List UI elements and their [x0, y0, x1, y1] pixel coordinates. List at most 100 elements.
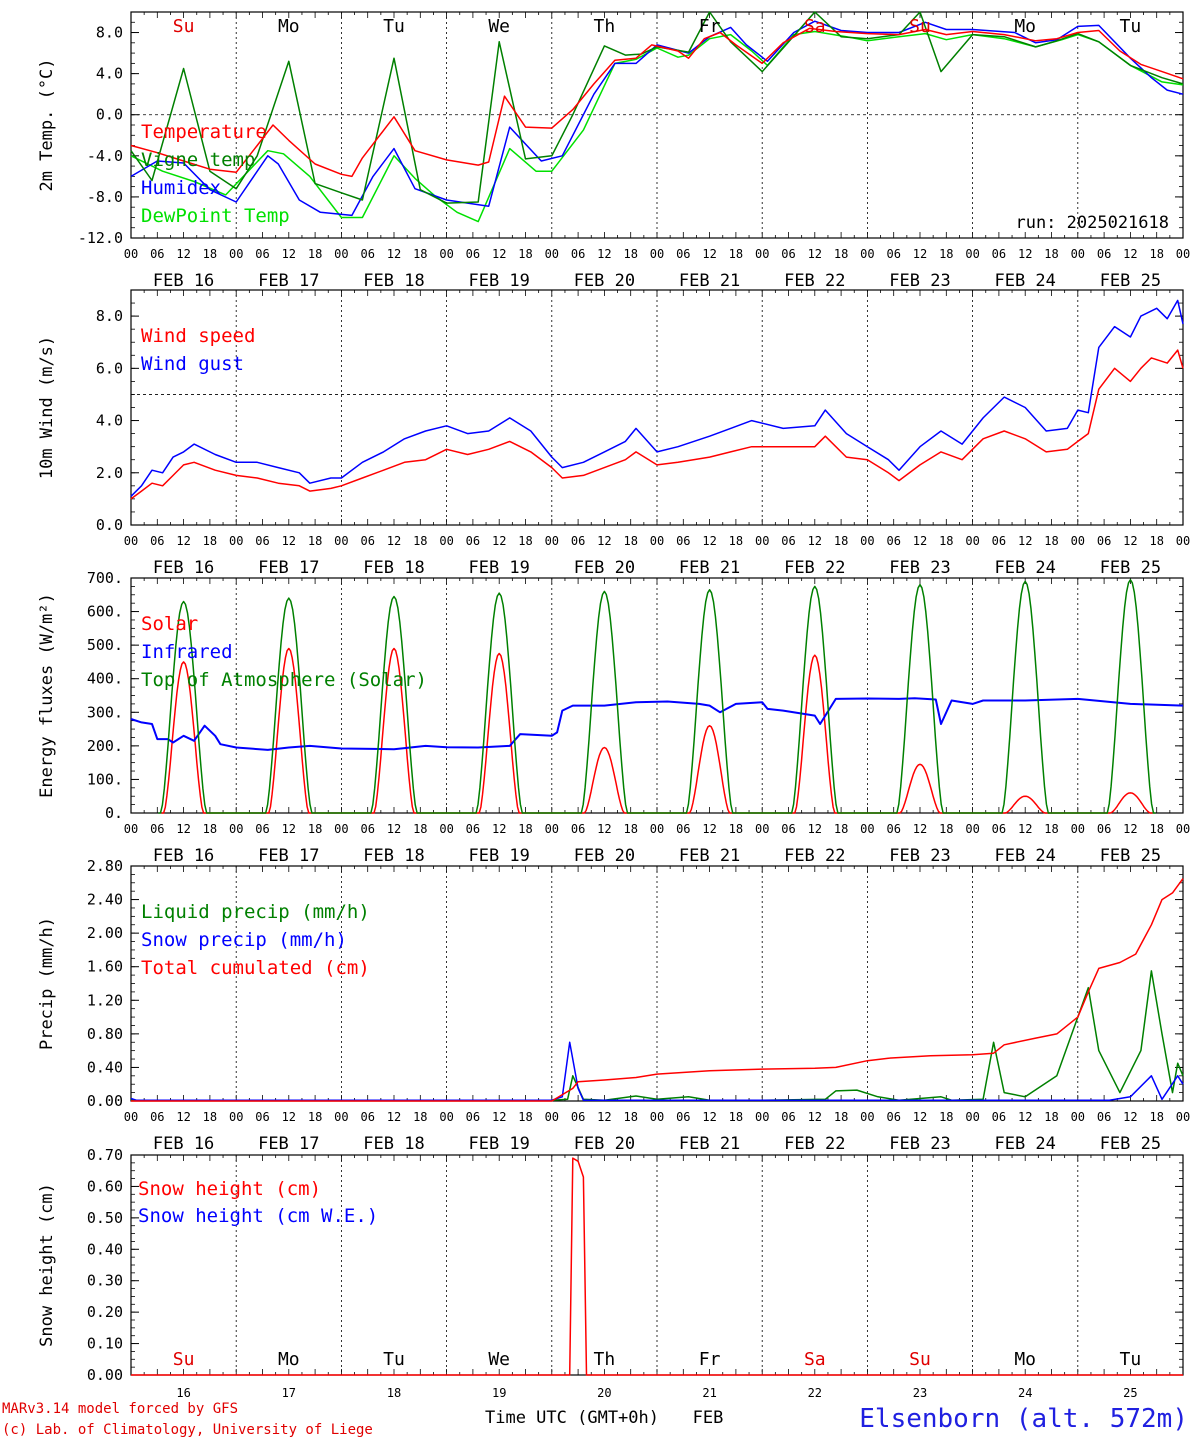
hour-tick-label: 00: [1176, 247, 1190, 261]
hour-tick-label: 18: [518, 1110, 532, 1124]
legend-entry: Infrared: [141, 641, 233, 663]
hour-tick-label: 18: [623, 534, 637, 548]
legend-entry: Vigne temp: [141, 149, 255, 171]
date-label: FEB 18: [363, 271, 424, 291]
hour-tick-label: 00: [334, 534, 348, 548]
y-tick-label: 0.70: [87, 1146, 123, 1164]
hour-tick-label: 00: [229, 247, 243, 261]
hour-tick-label: 18: [518, 822, 532, 836]
hour-tick-label: 06: [150, 534, 164, 548]
date-label: FEB 17: [258, 1134, 319, 1154]
hour-tick-label: 18: [939, 1110, 953, 1124]
hour-tick-label: 18: [1149, 247, 1163, 261]
hour-tick-label: 12: [913, 1110, 927, 1124]
y-tick-label: 300.: [87, 703, 123, 721]
hour-tick-label: 12: [1018, 1110, 1032, 1124]
hour-tick-label: 18: [308, 822, 322, 836]
weekday-label: Su: [909, 16, 931, 37]
hour-tick-label: 00: [965, 247, 979, 261]
hour-tick-label: 06: [360, 247, 374, 261]
y-tick-label: -8.0: [87, 188, 123, 206]
date-label: FEB 22: [784, 558, 845, 578]
y-tick-label: -4.0: [87, 147, 123, 165]
hour-tick-label: 18: [939, 822, 953, 836]
hour-tick-label: 18: [203, 1110, 217, 1124]
hour-tick-label: 12: [913, 247, 927, 261]
date-label: FEB 17: [258, 271, 319, 291]
hour-tick-label: 00: [124, 822, 138, 836]
y-axis-label: Energy fluxes (W/m²): [37, 593, 57, 798]
hour-tick-label: 06: [1097, 247, 1111, 261]
hour-tick-label: 06: [360, 534, 374, 548]
series-line-wind-speed: [130, 349, 1184, 500]
hour-tick-label: 06: [992, 1110, 1006, 1124]
series-line-temperature: [130, 27, 1184, 178]
y-tick-label: 700.: [87, 569, 123, 587]
date-label: FEB 21: [679, 558, 740, 578]
hour-tick-label: 18: [623, 822, 637, 836]
legend-entry: Wind speed: [141, 325, 255, 347]
day-number-label: 16: [176, 1386, 190, 1400]
date-label: FEB 24: [994, 558, 1055, 578]
y-tick-label: 2.40: [87, 891, 123, 909]
date-label: FEB 25: [1100, 1134, 1161, 1154]
hour-tick-label: 12: [1123, 822, 1137, 836]
y-tick-label: 0.20: [87, 1303, 123, 1321]
hour-tick-label: 12: [282, 247, 296, 261]
y-tick-label: -12.0: [78, 229, 123, 247]
hour-tick-label: 00: [650, 247, 664, 261]
y-axis-label: 2m Temp. (°C): [37, 58, 57, 191]
hour-tick-label: 00: [545, 822, 559, 836]
weekday-label: Su: [173, 1349, 195, 1370]
date-label: FEB 22: [784, 846, 845, 866]
hour-tick-label: 00: [229, 534, 243, 548]
date-label: FEB 17: [258, 846, 319, 866]
hour-tick-label: 00: [545, 247, 559, 261]
hour-tick-label: 18: [308, 1110, 322, 1124]
y-axis-label: Precip (mm/h): [37, 917, 57, 1050]
hour-tick-label: 18: [729, 822, 743, 836]
hour-tick-label: 06: [781, 822, 795, 836]
hour-tick-label: 12: [597, 247, 611, 261]
series-line-top-of-atmosphere-solar-: [158, 578, 1156, 814]
series-line-infrared: [130, 697, 1184, 751]
y-tick-label: 0.40: [87, 1058, 123, 1076]
hour-tick-label: 18: [623, 247, 637, 261]
hour-tick-label: 00: [860, 247, 874, 261]
hour-tick-label: 00: [124, 247, 138, 261]
hour-tick-label: 06: [150, 247, 164, 261]
day-number-label: 18: [387, 1386, 401, 1400]
weekday-label: Sa: [804, 1349, 826, 1370]
hour-tick-label: 18: [413, 822, 427, 836]
hour-tick-label: 18: [1044, 822, 1058, 836]
hour-tick-label: 18: [729, 247, 743, 261]
hour-tick-label: 06: [466, 822, 480, 836]
weekday-label: Su: [909, 1349, 931, 1370]
series-line-total-cumulated-cm-: [131, 878, 1184, 1102]
date-label: FEB 18: [363, 846, 424, 866]
hour-tick-label: 18: [729, 1110, 743, 1124]
hour-tick-label: 12: [702, 534, 716, 548]
hour-tick-label: 00: [1176, 1110, 1190, 1124]
y-tick-label: 0.60: [87, 1177, 123, 1195]
hour-tick-label: 12: [387, 247, 401, 261]
date-label: FEB 21: [679, 1134, 740, 1154]
hour-tick-label: 00: [334, 822, 348, 836]
hour-tick-label: 06: [992, 247, 1006, 261]
hour-tick-label: 00: [1071, 247, 1085, 261]
date-label: FEB 25: [1100, 558, 1161, 578]
hour-tick-label: 12: [176, 1110, 190, 1124]
day-number-label: 20: [597, 1386, 611, 1400]
weekday-label: Fr: [699, 1349, 721, 1370]
date-label: FEB 21: [679, 271, 740, 291]
hour-tick-label: 12: [176, 247, 190, 261]
date-label: FEB 18: [363, 1134, 424, 1154]
hour-tick-label: 00: [965, 534, 979, 548]
hour-tick-label: 06: [255, 534, 269, 548]
date-label: FEB 22: [784, 271, 845, 291]
hour-tick-label: 12: [597, 1110, 611, 1124]
hour-tick-label: 18: [308, 247, 322, 261]
hour-tick-label: 06: [781, 247, 795, 261]
hour-tick-label: 06: [255, 1110, 269, 1124]
hour-tick-label: 12: [913, 822, 927, 836]
